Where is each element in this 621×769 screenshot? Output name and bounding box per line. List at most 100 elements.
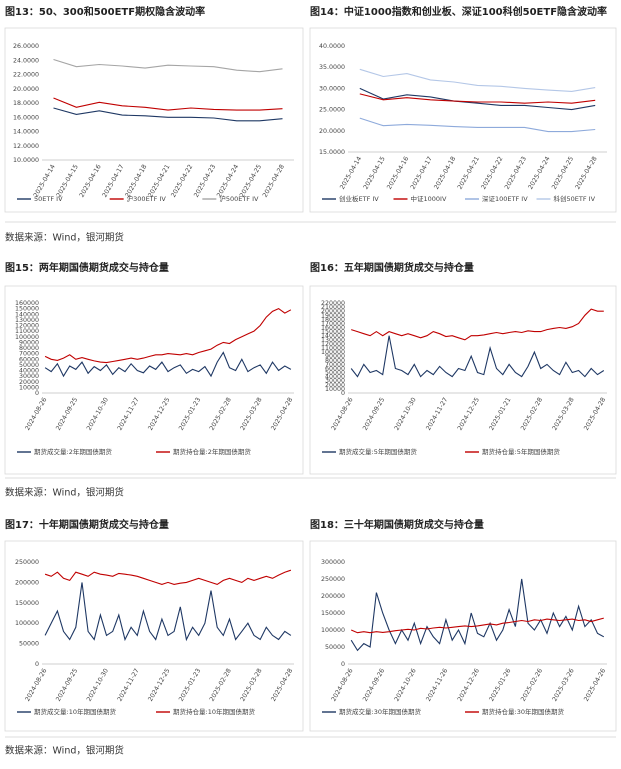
x-tick-label: 2024-09-25	[55, 668, 79, 703]
x-tick-label: 2025-04-17	[410, 156, 434, 191]
y-tick-label: 30.0000	[319, 85, 345, 92]
y-tick-label: 190000	[321, 312, 345, 319]
figure-title: 图16：五年期国债期货成交与持仓量	[310, 261, 474, 274]
x-tick-label: 2025-03-28	[239, 397, 263, 432]
x-tick-label: 2025-04-28	[262, 164, 286, 199]
y-tick-label: 250000	[15, 559, 39, 566]
y-tick-label: 130000	[15, 317, 39, 324]
x-tick-label: 2025-04-28	[574, 156, 598, 191]
y-tick-label: 22.0000	[13, 72, 39, 79]
series-line	[44, 582, 292, 642]
x-tick-label: 2024-08-26	[24, 397, 48, 432]
chart-frame	[309, 540, 617, 732]
y-tick-label: 200000	[321, 308, 345, 315]
legend-label: 科创50ETF IV	[554, 194, 596, 203]
y-tick-label: 150000	[15, 306, 39, 313]
x-tick-label: 2025-04-15	[55, 164, 79, 199]
y-tick-label: 50000	[325, 644, 345, 651]
x-tick-label: 2024-12-25	[147, 668, 171, 703]
source-note: 数据来源：Wind，银河期货	[5, 487, 124, 499]
y-tick-label: 180000	[321, 316, 345, 323]
y-tick-label: 20.0000	[13, 86, 39, 93]
legend-label: 50ETF IV	[34, 195, 63, 203]
series-line	[44, 351, 292, 378]
x-tick-label: 2025-04-25	[551, 156, 575, 191]
series-line	[53, 58, 283, 73]
y-tick-label: 40000	[325, 374, 345, 381]
y-tick-label: 90000	[19, 339, 39, 346]
legend-label: 期货持仓量:2年期国债期货	[173, 447, 251, 456]
figure-title: 图13：50、300和500ETF期权隐含波动率	[5, 5, 205, 18]
y-tick-label: 160000	[321, 325, 345, 332]
x-tick-label: 2025-04-22	[480, 155, 504, 190]
series-line	[44, 569, 292, 586]
legend-label: 期货成交量:5年期国债期货	[339, 447, 417, 456]
legend-label: 创业板ETF IV	[339, 194, 379, 203]
x-tick-label: 2024-11-26	[425, 668, 449, 703]
legend-label: 期货持仓量:5年期国债期货	[482, 447, 560, 456]
y-tick-label: 120000	[321, 341, 345, 348]
y-tick-label: 60000	[19, 356, 39, 363]
x-tick-label: 2025-04-28	[270, 668, 294, 703]
y-tick-label: 220000	[321, 300, 345, 307]
x-tick-label: 2025-04-28	[270, 397, 294, 432]
x-tick-label: 2025-04-21	[457, 156, 481, 191]
y-tick-label: 70000	[325, 361, 345, 368]
x-tick-label: 2025-01-23	[178, 668, 202, 703]
y-tick-label: 100000	[321, 627, 345, 634]
y-tick-label: 30000	[325, 378, 345, 385]
y-tick-label: 16.0000	[13, 114, 39, 121]
legend-label: 沪300ETF IV	[127, 194, 167, 203]
y-tick-label: 110000	[321, 345, 345, 352]
x-tick-label: 2025-04-14	[339, 156, 363, 191]
y-tick-label: 25.0000	[319, 107, 345, 114]
y-tick-label: 30000	[19, 373, 39, 380]
series-line	[359, 87, 596, 111]
x-tick-label: 2025-04-16	[386, 156, 410, 191]
y-tick-label: 35.0000	[319, 64, 345, 71]
y-tick-label: 130000	[321, 337, 345, 344]
y-tick-label: 0	[341, 390, 345, 397]
y-tick-label: 50000	[325, 370, 345, 377]
x-tick-label: 2024-12-26	[457, 668, 481, 703]
x-tick-label: 2024-09-25	[362, 397, 386, 432]
y-tick-label: 15.0000	[319, 149, 345, 156]
x-tick-label: 2025-03-28	[551, 397, 575, 432]
y-tick-label: 200000	[321, 593, 345, 600]
x-tick-label: 2025-04-15	[362, 156, 386, 191]
source-note: 数据来源：Wind，银河期货	[5, 232, 124, 244]
figure-title: 图17：十年期国债期货成交与持仓量	[5, 518, 169, 531]
y-tick-label: 80000	[19, 345, 39, 352]
legend-label: 期货成交量:30年期国债期货	[339, 707, 421, 716]
x-tick-label: 2024-10-30	[86, 397, 110, 432]
figure-title: 图18：三十年期国债期货成交与持仓量	[310, 518, 484, 531]
y-tick-label: 200000	[15, 579, 39, 586]
series-line	[351, 308, 604, 341]
y-tick-label: 90000	[325, 353, 345, 360]
chart-frame	[309, 27, 617, 213]
y-tick-label: 150000	[15, 600, 39, 607]
chart-frame	[4, 285, 304, 475]
x-tick-label: 2024-12-25	[457, 397, 481, 432]
x-tick-label: 2025-02-26	[520, 668, 544, 703]
y-tick-label: 160000	[15, 300, 39, 307]
y-tick-label: 26.0000	[13, 43, 39, 50]
x-tick-label: 2025-04-24	[527, 156, 551, 191]
x-tick-label: 2025-01-21	[488, 396, 512, 431]
y-tick-label: 170000	[321, 320, 345, 327]
y-tick-label: 50000	[19, 362, 39, 369]
y-tick-label: 50000	[19, 641, 39, 648]
legend-label: 期货持仓量:30年期国债期货	[482, 707, 564, 716]
y-tick-label: 250000	[321, 576, 345, 583]
y-tick-label: 10.0000	[13, 157, 39, 164]
y-tick-label: 20000	[19, 379, 39, 386]
y-tick-label: 150000	[321, 329, 345, 336]
legend-label: 中证1000IV	[411, 194, 447, 203]
x-tick-label: 2025-04-18	[124, 164, 148, 199]
y-tick-label: 12.0000	[13, 143, 39, 150]
y-tick-label: 0	[341, 661, 345, 668]
series-line	[359, 68, 596, 92]
y-tick-label: 100000	[15, 334, 39, 341]
y-tick-label: 0	[35, 390, 39, 397]
